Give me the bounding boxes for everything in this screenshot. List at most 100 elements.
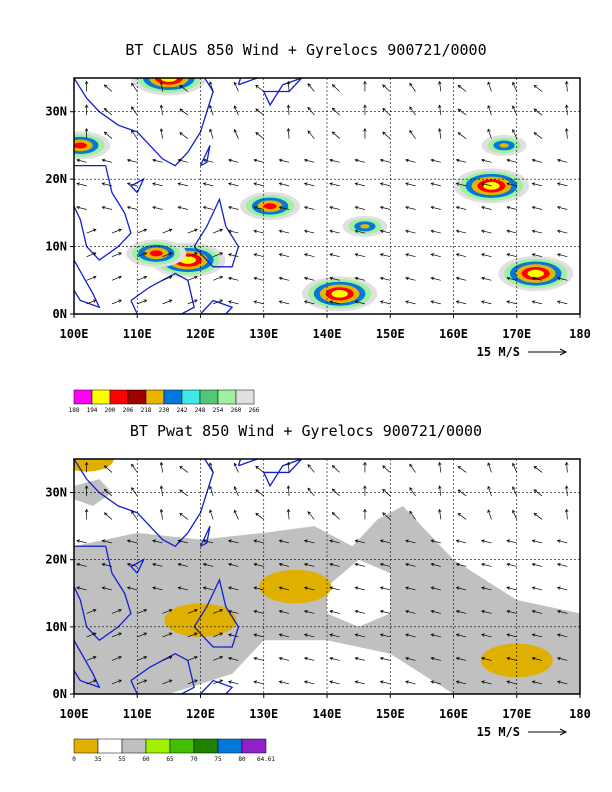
- wind-arrowhead: [103, 84, 108, 88]
- wind-arrowhead: [159, 508, 164, 513]
- wind-arrowhead: [438, 485, 442, 489]
- wind-arrow: [405, 183, 416, 187]
- wind-arrow: [329, 610, 340, 614]
- wind-arrow: [203, 159, 214, 163]
- wind-arrowhead: [76, 562, 80, 567]
- colorbar-label: 55: [118, 756, 126, 763]
- wind-arrowhead: [228, 609, 232, 614]
- wind-arrowhead: [363, 508, 367, 513]
- wind-arrowhead: [438, 104, 442, 109]
- wind-arrowhead: [438, 128, 442, 132]
- wind-arrowhead: [76, 586, 80, 590]
- wind-arrow: [329, 277, 340, 281]
- wind-arrowhead: [457, 85, 462, 89]
- wind-arrow: [228, 681, 239, 685]
- wind-arrow: [557, 301, 568, 305]
- colorbar-swatch: [199, 389, 219, 405]
- wind-arrow: [287, 128, 290, 139]
- wind-arrowhead: [131, 129, 135, 134]
- wind-arrowhead: [168, 252, 173, 256]
- wind-arrowhead: [253, 539, 258, 543]
- wind-arrow: [506, 587, 517, 591]
- wind-arrowhead: [179, 465, 183, 470]
- x-tick-label: 140E: [313, 327, 342, 341]
- wind-arrowhead: [168, 679, 173, 683]
- wind-arrowhead: [457, 489, 462, 493]
- wind-arrow: [111, 609, 122, 614]
- wind-arrowhead: [379, 229, 384, 233]
- wind-arrow: [355, 253, 366, 258]
- wind-arrow: [456, 206, 467, 210]
- wind-arrow: [532, 587, 543, 591]
- wind-arrow: [382, 512, 391, 520]
- wind-arrow: [304, 183, 315, 187]
- wind-arrowhead: [329, 182, 333, 186]
- wind-arrow: [405, 277, 416, 281]
- wind-arrowhead: [512, 81, 516, 86]
- wind-arrow: [557, 610, 568, 614]
- wind-arrow: [557, 230, 568, 234]
- wind-arrow: [382, 108, 391, 116]
- wind-arrowhead: [286, 508, 291, 513]
- wind-arrowhead: [455, 539, 460, 543]
- wind-arrowhead: [253, 300, 258, 304]
- colorbar-swatch: [127, 389, 147, 405]
- wind-arrowhead: [405, 205, 409, 210]
- x-tick-label: 100E: [60, 707, 89, 721]
- wind-arrowhead: [564, 104, 569, 109]
- wind-arrowhead: [455, 586, 460, 590]
- wind-arrowhead: [159, 485, 164, 489]
- wind-arrow: [253, 681, 264, 685]
- wind-arrow: [532, 610, 543, 614]
- wind-arrowhead: [219, 299, 224, 303]
- wind-arrowhead: [152, 562, 156, 567]
- wind-arrow: [431, 587, 441, 591]
- wind-arrowhead: [219, 656, 224, 660]
- wind-arrow: [409, 511, 416, 520]
- wind-arrowhead: [430, 276, 435, 281]
- wind-vectors: [76, 80, 569, 305]
- wind-arrowhead: [512, 486, 516, 490]
- wind-arrowhead: [118, 275, 122, 280]
- wind-arrow: [532, 563, 543, 567]
- y-tick-label: 10N: [45, 620, 67, 634]
- chart-panel-1: BT CLAUS 850 Wind + Gyrelocs 900721/0000…: [45, 41, 591, 414]
- wind-arrowhead: [533, 512, 538, 517]
- wind-arrowhead: [430, 656, 435, 661]
- wind-arrow: [137, 229, 147, 234]
- wind-arrowhead: [533, 108, 538, 112]
- wind-arrow: [228, 540, 239, 544]
- wind-arrow: [304, 563, 315, 567]
- x-tick-label: 100E: [60, 327, 89, 341]
- wind-arrowhead: [194, 228, 198, 232]
- colorbar-swatch: [73, 389, 93, 405]
- wind-arrowhead: [354, 539, 359, 543]
- wind-arrow: [209, 509, 214, 520]
- wind-arrowhead: [233, 128, 237, 133]
- wind-arrowhead: [159, 461, 164, 466]
- wind-arrow: [439, 509, 442, 520]
- wind-arrowhead: [556, 253, 561, 257]
- wind-arrow: [279, 563, 290, 567]
- wind-arrowhead: [228, 539, 232, 543]
- wind-arrowhead: [531, 229, 536, 233]
- wind-arrow: [481, 159, 492, 163]
- wind-arrow: [179, 108, 189, 116]
- wind-arrow: [431, 681, 441, 685]
- wind-arrow: [162, 252, 172, 258]
- wind-arrowhead: [556, 539, 561, 543]
- wind-arrow: [187, 609, 198, 614]
- wind-arrow: [279, 230, 290, 234]
- wind-arrow: [152, 206, 163, 210]
- wind-arrow: [253, 540, 264, 544]
- x-tick-label: 160E: [439, 707, 468, 721]
- wind-arrowhead: [329, 586, 333, 590]
- wind-arrowhead: [253, 158, 258, 163]
- wind-arrowhead: [177, 182, 182, 186]
- wind-arrowhead: [564, 461, 569, 466]
- wind-arrowhead: [92, 679, 97, 683]
- wind-arrowhead: [228, 182, 232, 186]
- wind-arrowhead: [278, 229, 283, 233]
- wind-arrow: [253, 253, 264, 258]
- wind-arrowhead: [101, 205, 106, 210]
